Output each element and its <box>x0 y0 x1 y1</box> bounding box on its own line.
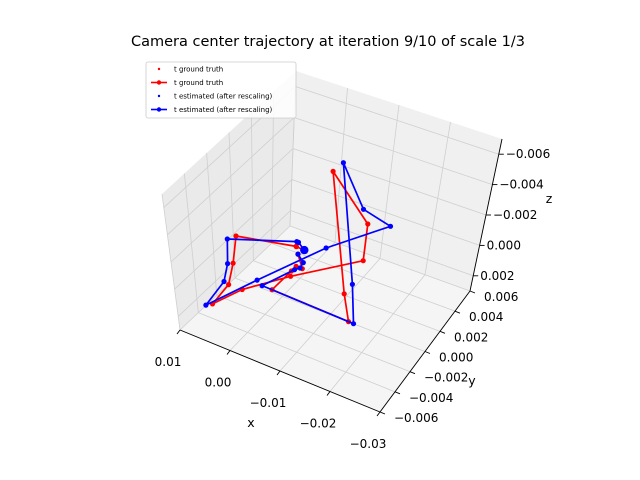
grid-line <box>271 242 456 312</box>
data-point-ground-truth <box>330 168 336 174</box>
chart-title: Camera center trajectory at iteration 9/… <box>130 34 526 50</box>
legend-label: t estimated (after rescaling) <box>174 106 273 114</box>
data-point-estimated <box>221 278 227 285</box>
floor-pane <box>180 226 470 412</box>
data-point-estimated <box>300 260 306 266</box>
x-tick-label: 0.01 <box>155 355 182 369</box>
data-point-ground-truth <box>233 233 239 239</box>
y-tick <box>469 290 476 294</box>
data-point-estimated <box>294 239 300 245</box>
x-tick <box>226 350 231 355</box>
z-tick-label: −0.004 <box>499 178 543 192</box>
z-tick-label: −0.002 <box>493 208 537 222</box>
y-tick-label: −0.002 <box>424 371 468 385</box>
z-tick-label: 0.002 <box>480 269 514 283</box>
axis-panes <box>162 71 502 412</box>
x-tick <box>326 391 331 396</box>
data-point-ground-truth <box>293 243 299 249</box>
data-point-ground-truth <box>230 260 236 266</box>
y-tick <box>379 411 386 415</box>
data-point-estimated <box>203 302 209 308</box>
data-point-ground-truth <box>226 282 232 288</box>
data-point-ground-truth <box>365 221 371 227</box>
grid-line <box>198 312 396 393</box>
y-tick <box>424 351 431 354</box>
data-point-estimated <box>323 245 329 251</box>
z-axis-label: z <box>546 191 553 206</box>
grid-line <box>289 225 471 292</box>
y-tick <box>409 371 416 375</box>
data-point-ground-truth <box>341 291 347 297</box>
data-point-estimated <box>297 265 303 271</box>
grid-line <box>290 210 474 277</box>
data-point-estimated <box>360 206 367 212</box>
y-tick-label: 0.006 <box>484 290 518 304</box>
data-point-estimated <box>259 283 265 289</box>
x-tick-label: −0.02 <box>300 417 337 431</box>
y-tick-label: −0.004 <box>409 391 453 405</box>
axis-ticks: 0.01 0.00 −0.01 −0.02 −0.03 0.006 0.004 0.002 0.… <box>155 147 553 451</box>
grid-line <box>253 260 441 332</box>
legend-label: t ground truth <box>174 66 223 74</box>
y-tick-label: 0.002 <box>454 330 488 344</box>
x-tick <box>176 329 181 335</box>
y-axis-label: y <box>468 373 476 388</box>
data-point-estimated <box>295 251 301 257</box>
legend: t ground truth t ground truth t estimated … <box>145 61 297 119</box>
data-point-estimated <box>254 277 260 283</box>
grid-line <box>216 294 411 373</box>
data-point-estimated <box>225 261 231 267</box>
legend-marker <box>156 80 162 85</box>
data-point-estimated <box>340 160 346 166</box>
z-tick-label: −0.006 <box>506 147 550 161</box>
grid-line <box>294 117 493 185</box>
x-tick-label: 0.00 <box>205 376 232 390</box>
y-tick <box>394 391 401 395</box>
legend-label: t ground truth <box>174 79 223 87</box>
series-layer <box>203 160 394 327</box>
z-tick-label: 0.000 <box>487 238 521 252</box>
back-pane <box>290 71 502 291</box>
data-point-estimated <box>291 267 298 273</box>
grid-line <box>292 148 487 216</box>
legend-box <box>145 61 297 119</box>
grid-line <box>167 117 295 236</box>
left-pane <box>162 71 296 330</box>
legend-label: t estimated (after rescaling) <box>174 93 273 101</box>
legend-marker <box>156 107 162 112</box>
x-tick-label: −0.03 <box>350 437 387 451</box>
grid-line <box>291 179 480 246</box>
start-point-marker <box>300 245 309 255</box>
y-tick-label: −0.006 <box>394 411 438 425</box>
y-tick-label: 0.000 <box>439 351 473 365</box>
y-tick <box>454 310 461 314</box>
x-axis-label: x <box>247 415 254 430</box>
grid-line <box>170 148 294 263</box>
data-point-estimated <box>387 223 394 229</box>
y-tick-label: 0.004 <box>469 310 503 324</box>
x-tick-label: −0.01 <box>250 396 287 410</box>
x-tick <box>276 370 281 376</box>
grid-line <box>295 86 499 155</box>
data-point-estimated <box>224 236 230 242</box>
y-tick <box>439 330 446 334</box>
data-point-ground-truth <box>360 258 366 264</box>
data-point-estimated <box>350 321 357 327</box>
data-point-estimated <box>349 281 355 287</box>
data-point-ground-truth <box>288 273 294 279</box>
legend-marker <box>157 67 161 71</box>
legend-marker <box>157 94 161 98</box>
grid-line <box>174 179 293 290</box>
x-tick <box>376 411 381 417</box>
